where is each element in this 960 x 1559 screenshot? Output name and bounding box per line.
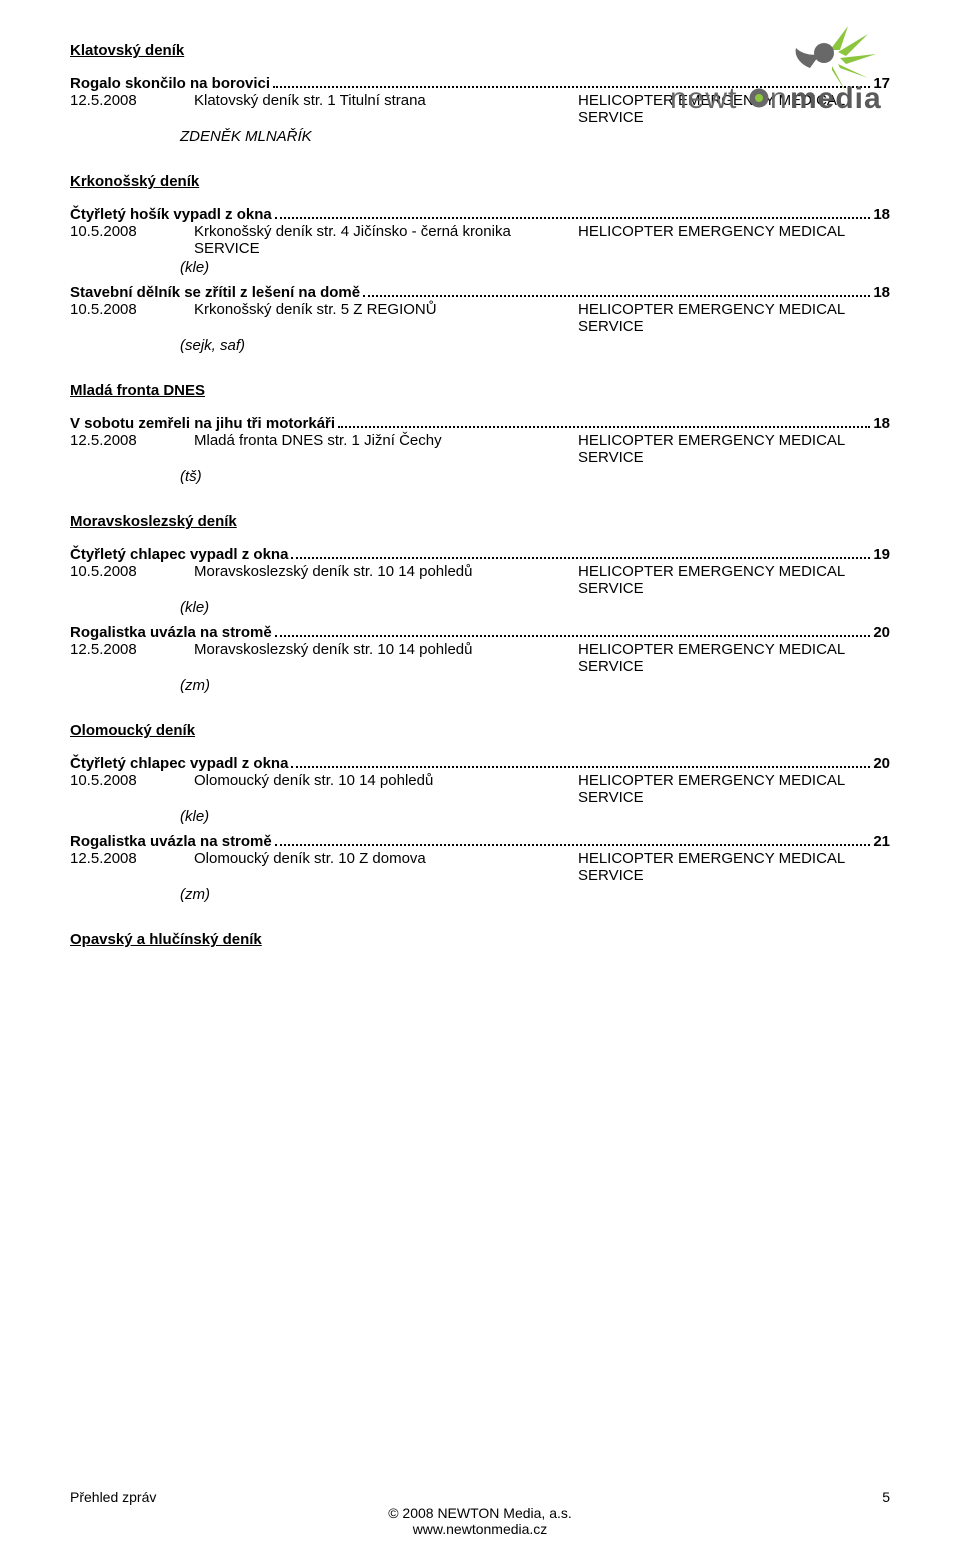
footer-page-number: 5 (882, 1489, 890, 1505)
toc-entry: Čtyřletý chlapec vypadl z okna2010.5.200… (70, 755, 890, 825)
entry-meta: 10.5.2008Moravskoslezský deník str. 10 1… (70, 563, 890, 597)
entry-page-number: 18 (873, 284, 890, 301)
entry-title-row: Čtyřletý chlapec vypadl z okna 19 (70, 546, 890, 563)
entry-meta: 10.5.2008Krkonošský deník str. 5 Z REGIO… (70, 301, 890, 335)
entry-keyword: HELICOPTER EMERGENCY MEDICAL SERVICE (578, 772, 890, 806)
dot-leader (291, 758, 870, 768)
entry-keyword: HELICOPTER EMERGENCY MEDICAL SERVICE (578, 432, 890, 466)
entry-source: Klatovský deník str. 1 Titulní strana (194, 92, 578, 126)
entry-source: Olomoucký deník str. 10 14 pohledů (194, 772, 578, 806)
entry-page-number: 21 (873, 833, 890, 850)
entry-title-row: Čtyřletý hošík vypadl z okna 18 (70, 206, 890, 223)
outlet-heading: Krkonošský deník (70, 173, 890, 190)
entry-keyword: HELICOPTER EMERGENCY MEDICAL SERVICE (578, 641, 890, 675)
footer-copyright: © 2008 NEWTON Media, a.s. (70, 1505, 890, 1521)
outlet-heading: Opavský a hlučínský deník (70, 931, 890, 948)
outlet-heading: Mladá fronta DNES (70, 382, 890, 399)
entry-meta: 10.5.2008Olomoucký deník str. 10 14 pohl… (70, 772, 890, 806)
entry-title[interactable]: Čtyřletý chlapec vypadl z okna (70, 546, 288, 563)
entry-keyword: HELICOPTER EMERGENCY MEDICAL (578, 223, 890, 240)
entry-date: 12.5.2008 (70, 641, 194, 675)
toc-content: Klatovský deníkRogalo skončilo na borovi… (70, 42, 890, 948)
entry-date: 10.5.2008 (70, 301, 194, 335)
entry-source: Krkonošský deník str. 5 Z REGIONŮ (194, 301, 578, 335)
entry-author: (sejk, saf) (180, 337, 890, 354)
entry-title-row: V sobotu zemřeli na jihu tři motorkáři 18 (70, 415, 890, 432)
entry-date: 12.5.2008 (70, 432, 194, 466)
entry-keyword: HELICOPTER EMERGENCY MEDICAL SERVICE (578, 850, 890, 884)
entry-title[interactable]: Čtyřletý chlapec vypadl z okna (70, 755, 288, 772)
dot-leader (291, 549, 870, 559)
entry-keyword: HELICOPTER EMERGENCY MEDICAL SERVICE (578, 301, 890, 335)
svg-text:n: n (770, 82, 788, 115)
toc-entry: Rogalistka uvázla na stromě2012.5.2008Mo… (70, 624, 890, 694)
entry-author: (tš) (180, 468, 890, 485)
entry-page-number: 20 (873, 624, 890, 641)
svg-text:newt: newt (670, 82, 737, 115)
entry-title[interactable]: Rogalistka uvázla na stromě (70, 624, 272, 641)
entry-source-cont: SERVICE (194, 240, 578, 257)
svg-text:media: media (790, 82, 882, 115)
brand-logo: newt n media (660, 12, 890, 122)
entry-author: (kle) (180, 599, 890, 616)
entry-page-number: 18 (873, 206, 890, 223)
entry-keyword: HELICOPTER EMERGENCY MEDICAL SERVICE (578, 563, 890, 597)
entry-title[interactable]: Rogalistka uvázla na stromě (70, 833, 272, 850)
entry-meta: 12.5.2008Mladá fronta DNES str. 1 Jižní … (70, 432, 890, 466)
entry-author: (kle) (180, 808, 890, 825)
entry-title-row: Rogalistka uvázla na stromě 21 (70, 833, 890, 850)
entry-date: 10.5.2008 (70, 563, 194, 597)
entry-page-number: 18 (873, 415, 890, 432)
entry-author: ZDENĚK MLNAŘÍK (180, 128, 890, 145)
entry-title[interactable]: Čtyřletý hošík vypadl z okna (70, 206, 272, 223)
entry-title[interactable]: Stavební dělník se zřítil z lešení na do… (70, 284, 360, 301)
entry-date: 10.5.2008 (70, 772, 194, 806)
footer-left: Přehled zpráv (70, 1489, 156, 1505)
entry-source: Olomoucký deník str. 10 Z domova (194, 850, 578, 884)
newton-media-logo-icon: newt n media (660, 12, 890, 122)
entry-source: Mladá fronta DNES str. 1 Jižní Čechy (194, 432, 578, 466)
entry-page-number: 20 (873, 755, 890, 772)
entry-page-number: 19 (873, 546, 890, 563)
entry-source: Krkonošský deník str. 4 Jičínsko - černá… (194, 223, 578, 240)
entry-meta: 12.5.2008Olomoucký deník str. 10 Z domov… (70, 850, 890, 884)
footer-url: www.newtonmedia.cz (70, 1521, 890, 1537)
entry-source: Moravskoslezský deník str. 10 14 pohledů (194, 641, 578, 675)
toc-entry: Čtyřletý chlapec vypadl z okna1910.5.200… (70, 546, 890, 616)
dot-leader (275, 836, 871, 846)
toc-entry: Čtyřletý hošík vypadl z okna1810.5.2008K… (70, 206, 890, 276)
outlet-heading: Moravskoslezský deník (70, 513, 890, 530)
entry-date: 12.5.2008 (70, 92, 194, 126)
entry-title[interactable]: V sobotu zemřeli na jihu tři motorkáři (70, 415, 335, 432)
dot-leader (338, 418, 870, 428)
dot-leader (275, 627, 871, 637)
toc-entry: Stavební dělník se zřítil z lešení na do… (70, 284, 890, 354)
dot-leader (363, 287, 870, 297)
entry-author: (zm) (180, 886, 890, 903)
document-page: newt n media Klatovský deníkRogalo skonč… (0, 0, 960, 1559)
entry-title-row: Rogalistka uvázla na stromě 20 (70, 624, 890, 641)
toc-entry: V sobotu zemřeli na jihu tři motorkáři 18… (70, 415, 890, 485)
outlet-heading: Olomoucký deník (70, 722, 890, 739)
entry-source: Moravskoslezský deník str. 10 14 pohledů (194, 563, 578, 597)
entry-author: (kle) (180, 259, 890, 276)
entry-date: 12.5.2008 (70, 850, 194, 884)
page-footer: Přehled zpráv 5 © 2008 NEWTON Media, a.s… (70, 1489, 890, 1537)
entry-title-row: Čtyřletý chlapec vypadl z okna 20 (70, 755, 890, 772)
dot-leader (275, 209, 871, 219)
entry-title[interactable]: Rogalo skončilo na borovici (70, 75, 270, 92)
entry-date: 10.5.2008 (70, 223, 194, 240)
entry-meta: 10.5.2008Krkonošský deník str. 4 Jičínsk… (70, 223, 890, 257)
entry-author: (zm) (180, 677, 890, 694)
entry-title-row: Stavební dělník se zřítil z lešení na do… (70, 284, 890, 301)
entry-meta: 12.5.2008Moravskoslezský deník str. 10 1… (70, 641, 890, 675)
toc-entry: Rogalistka uvázla na stromě2112.5.2008Ol… (70, 833, 890, 903)
